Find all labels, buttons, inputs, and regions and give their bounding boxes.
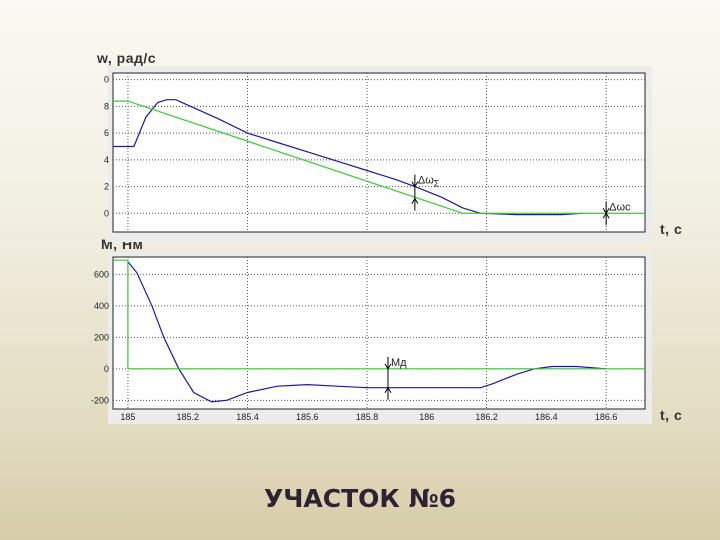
y-tick-label: 4 xyxy=(104,155,109,165)
y-tick-label: 600 xyxy=(94,269,109,279)
slide-title: УЧАСТОК №6 xyxy=(263,484,457,513)
arrow-head-down-icon xyxy=(384,363,392,370)
arrow-head-up-icon xyxy=(602,212,610,219)
y-tick-label: 0 xyxy=(104,75,109,85)
annotation-label: Mд xyxy=(391,357,407,369)
w-axis-label: w, рад/с xyxy=(97,50,157,66)
t-axis-label-bottom: t, c xyxy=(660,407,683,423)
y-tick-label: 400 xyxy=(94,301,109,311)
y-tick-label: 8 xyxy=(104,101,109,111)
x-tick-label: 185.8 xyxy=(356,412,379,422)
x-tick-label: 186.6 xyxy=(595,412,618,422)
annotation-label: Δωc xyxy=(609,201,631,213)
arrow-head-up-icon xyxy=(411,197,419,204)
measured-series-line xyxy=(127,261,607,403)
measured-series-line xyxy=(113,99,583,216)
chart-1: 0 8 6 4 2 0 ΔωΣ Δωc xyxy=(104,66,652,242)
plot-area xyxy=(112,256,646,410)
y-tick-label: 2 xyxy=(104,182,109,192)
x-tick-label: 185 xyxy=(120,412,135,422)
annotation-label: ΔωΣ xyxy=(418,175,440,189)
y-tick-label: -200 xyxy=(91,395,109,405)
plot-area xyxy=(112,72,646,233)
chart-2: 600 400 200 0 -200 185 185.2 185.4 185.6 185.8 186… xyxy=(91,252,652,424)
y-tick-label: 200 xyxy=(94,332,109,342)
x-tick-label: 185.6 xyxy=(296,412,319,422)
y-tick-label: 6 xyxy=(104,128,109,138)
x-tick-label: 186 xyxy=(419,412,434,422)
y-tick-label: 0 xyxy=(104,364,109,374)
arrow-head-down-icon xyxy=(411,181,419,188)
x-tick-label: 186.4 xyxy=(535,412,558,422)
arrow-head-up-icon xyxy=(384,386,392,393)
t-axis-label-top: t, c xyxy=(660,221,683,237)
x-tick-label: 185.2 xyxy=(176,412,199,422)
reference-series-line xyxy=(113,100,645,214)
x-tick-label: 186.2 xyxy=(475,412,498,422)
y-tick-label: 0 xyxy=(104,208,109,218)
reference-series-line xyxy=(113,259,645,370)
x-tick-label: 185.4 xyxy=(236,412,259,422)
